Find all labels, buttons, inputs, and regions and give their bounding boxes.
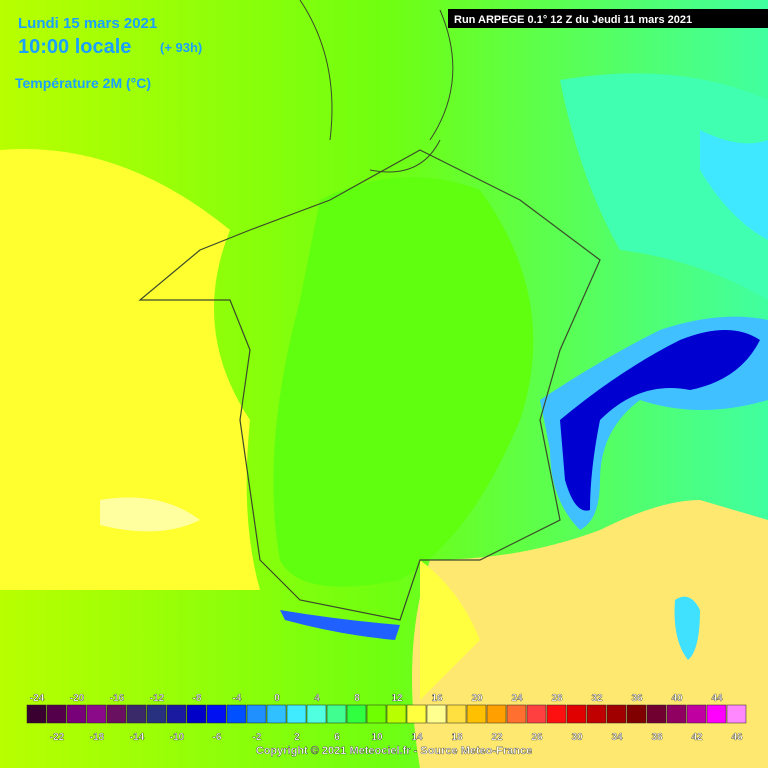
legend-label: 0 [274, 693, 280, 704]
legend-swatch [186, 704, 207, 724]
legend-label: 14 [411, 732, 423, 743]
legend-label: -4 [233, 693, 242, 704]
legend-swatch [666, 704, 687, 724]
legend-label: 36 [631, 693, 643, 704]
date: Lundi 15 mars 2021 [18, 15, 157, 32]
legend-swatch [426, 704, 447, 724]
legend-swatch [526, 704, 547, 724]
legend-swatch [126, 704, 147, 724]
legend-swatch [246, 704, 267, 724]
legend-label: 12 [391, 693, 403, 704]
legend-label: 46 [731, 732, 743, 743]
legend-swatch [466, 704, 487, 724]
legend-label: 40 [671, 693, 683, 704]
legend-label: 10 [371, 732, 383, 743]
lead-time: (+ 93h) [160, 40, 202, 55]
legend-swatch [506, 704, 527, 724]
legend-swatch [206, 704, 227, 724]
legend-swatch [446, 704, 467, 724]
time: 10:00 locale [18, 36, 131, 58]
legend-swatch [106, 704, 127, 724]
legend-swatch [226, 704, 247, 724]
legend-swatch [166, 704, 187, 724]
legend-label: 20 [471, 693, 483, 704]
legend-label: 30 [571, 732, 583, 743]
legend-label: 8 [354, 693, 360, 704]
legend-swatch [686, 704, 707, 724]
legend-label: 28 [551, 693, 563, 704]
legend-label: 44 [711, 693, 723, 704]
legend-label: 4 [314, 693, 320, 704]
legend-swatch [146, 704, 167, 724]
legend-label: -20 [70, 693, 85, 704]
legend-label: 26 [531, 732, 543, 743]
legend-swatch [286, 704, 307, 724]
header: Lundi 15 mars 2021 10:00 locale (+ 93h) … [15, 9, 768, 91]
legend-label: 38 [651, 732, 663, 743]
legend-swatch [626, 704, 647, 724]
legend-swatch [566, 704, 587, 724]
legend-swatch [646, 704, 667, 724]
legend-label: 2 [294, 732, 300, 743]
run-info: Run ARPEGE 0.1° 12 Z du Jeudi 11 mars 20… [454, 14, 692, 26]
legend-swatch [306, 704, 327, 724]
legend-label: -14 [130, 732, 145, 743]
legend-label: 22 [491, 732, 503, 743]
legend-label: -16 [110, 693, 125, 704]
legend-label: 18 [451, 732, 463, 743]
legend-label: -24 [30, 693, 45, 704]
legend-label: 32 [591, 693, 603, 704]
legend-label: 34 [611, 732, 623, 743]
legend-swatch [606, 704, 627, 724]
run-box [448, 9, 768, 28]
legend-label: -12 [150, 693, 165, 704]
legend-swatch [406, 704, 427, 724]
legend-label: 16 [431, 693, 443, 704]
legend-label: -22 [50, 732, 65, 743]
legend-label: -10 [170, 732, 185, 743]
legend-label: -18 [90, 732, 105, 743]
parameter: Température 2M (°C) [15, 75, 151, 91]
legend-swatch [86, 704, 107, 724]
copyright: Copyright © 2021 Meteociel.fr - Source M… [256, 745, 532, 757]
legend-swatch [726, 704, 747, 724]
legend-swatch [366, 704, 387, 724]
legend-label: 6 [334, 732, 340, 743]
legend-label: -8 [193, 693, 202, 704]
legend-swatch [586, 704, 607, 724]
legend-swatch [66, 704, 87, 724]
legend-swatch [386, 704, 407, 724]
legend-swatch [46, 704, 67, 724]
legend-label: -2 [253, 732, 262, 743]
legend-label: -6 [213, 732, 222, 743]
legend-swatch [546, 704, 567, 724]
legend-swatch [326, 704, 347, 724]
legend-label: 24 [511, 693, 523, 704]
legend-swatch [486, 704, 507, 724]
legend-label: 42 [691, 732, 703, 743]
legend: -24-22-20-18-16-14-12-10-8-6-4-202468101… [26, 693, 747, 743]
legend-swatch [706, 704, 727, 724]
legend-swatch [26, 704, 47, 724]
legend-swatch [266, 704, 287, 724]
legend-swatch [346, 704, 367, 724]
